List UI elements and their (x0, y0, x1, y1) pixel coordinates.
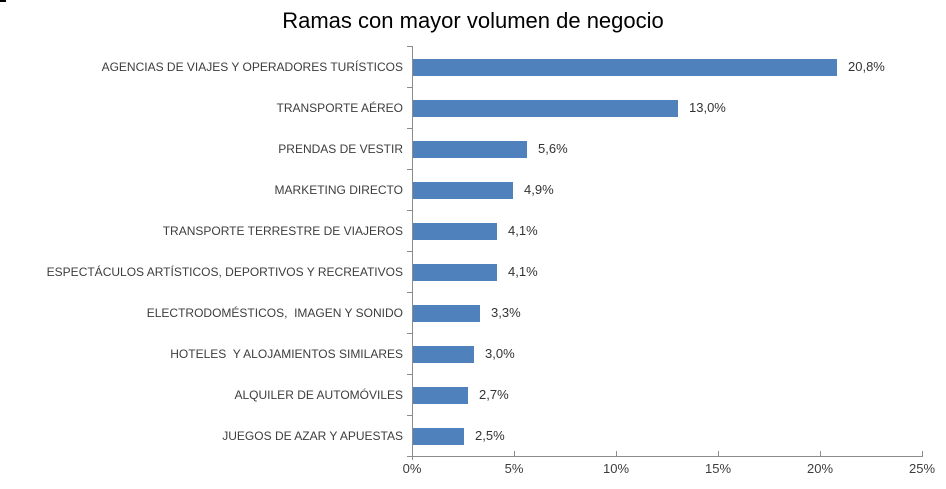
bar-value-label: 3,0% (485, 346, 515, 361)
x-axis-tick (718, 451, 719, 456)
bar (413, 223, 497, 240)
y-axis-tick (407, 333, 412, 334)
category-label: ALQUILER DE AUTOMÓVILES (234, 387, 404, 402)
x-axis-tick-label: 20% (806, 461, 834, 476)
y-axis-line (412, 46, 413, 460)
bar-value-label: 4,1% (508, 223, 538, 238)
x-axis-tick (820, 451, 821, 456)
bar (413, 100, 678, 117)
x-axis-tick-label: 10% (602, 461, 630, 476)
y-axis-tick (407, 128, 412, 129)
bar-value-label: 3,3% (491, 305, 521, 320)
bar-value-label: 4,9% (524, 182, 554, 197)
bar-value-label: 4,1% (508, 264, 538, 279)
bar (413, 59, 837, 76)
x-axis-tick (616, 451, 617, 456)
bar-value-label: 2,5% (475, 428, 505, 443)
bar-value-label: 2,7% (479, 387, 509, 402)
category-label: JUEGOS DE AZAR Y APUESTAS (222, 428, 403, 443)
y-axis-tick (407, 374, 412, 375)
category-label: HOTELES Y ALOJAMIENTOS SIMILARES (170, 346, 403, 361)
chart-title: Ramas con mayor volumen de negocio (282, 8, 664, 33)
x-axis-tick-label: 5% (504, 461, 524, 476)
y-axis-tick (407, 292, 412, 293)
x-axis-line (412, 456, 923, 457)
x-axis-tick (412, 451, 413, 456)
bar-value-label: 20,8% (848, 59, 885, 74)
x-axis-tick-label: 15% (704, 461, 732, 476)
category-label: TRANSPORTE TERRESTRE DE VIAJEROS (162, 223, 403, 238)
bar (413, 264, 497, 281)
bar (413, 387, 468, 404)
category-label: MARKETING DIRECTO (274, 182, 403, 197)
x-axis-tick (514, 451, 515, 456)
bar (413, 141, 527, 158)
category-label: PRENDAS DE VESTIR (278, 141, 403, 156)
category-label: AGENCIAS DE VIAJES Y OPERADORES TURÍSTIC… (101, 59, 403, 74)
category-label: ESPECTÁCULOS ARTÍSTICOS, DEPORTIVOS Y RE… (46, 264, 403, 279)
y-axis-tick (407, 46, 412, 47)
bar (413, 428, 464, 445)
y-axis-tick (407, 87, 412, 88)
x-axis-tick (922, 451, 923, 456)
y-axis-tick (407, 210, 412, 211)
bar (413, 305, 480, 322)
y-axis-tick (407, 415, 412, 416)
y-axis-tick (407, 456, 412, 457)
category-label: TRANSPORTE AÉREO (276, 100, 403, 115)
y-axis-tick (407, 251, 412, 252)
x-axis-tick-label: 0% (402, 461, 422, 476)
category-label: ELECTRODOMÉSTICOS, IMAGEN Y SONIDO (146, 305, 403, 320)
corner-artifact (0, 0, 6, 2)
y-axis-tick (407, 169, 412, 170)
bar (413, 182, 513, 199)
bar-value-label: 13,0% (689, 100, 726, 115)
x-axis-tick-label: 25% (908, 461, 936, 476)
bar (413, 346, 474, 363)
bar-value-label: 5,6% (538, 141, 568, 156)
